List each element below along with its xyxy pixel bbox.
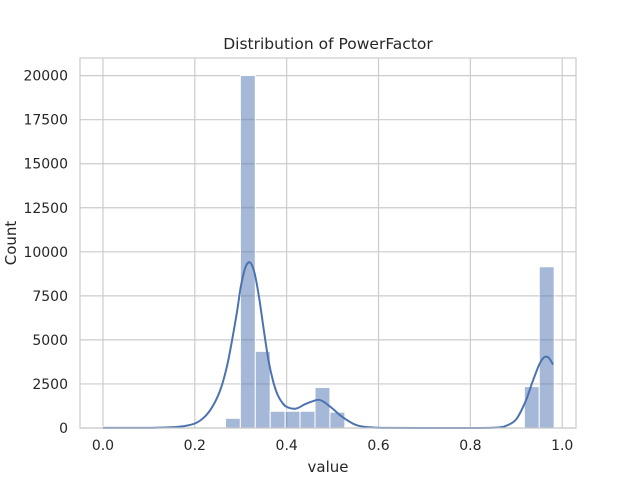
x-tick-label: 0.6 <box>367 438 389 454</box>
grid-lines <box>80 58 576 429</box>
y-tick-label: 5000 <box>32 333 68 349</box>
y-tick-label: 10000 <box>23 245 68 261</box>
histogram-bar <box>269 410 286 429</box>
histogram-bars <box>102 75 555 429</box>
y-tick-label: 17500 <box>23 113 68 129</box>
y-tick-label: 20000 <box>23 69 68 85</box>
kde-curve-layer <box>102 261 554 429</box>
plot-border <box>79 57 577 429</box>
histogram-bar <box>239 75 256 429</box>
x-tick-label: 0.0 <box>92 438 114 454</box>
y-tick-label: 15000 <box>23 157 68 173</box>
y-axis-label: Count <box>2 221 20 266</box>
x-tick-label: 0.8 <box>459 438 481 454</box>
plot-frame <box>79 57 577 429</box>
x-tick-labels: 0.0 0.2 0.4 0.6 0.8 1.0 <box>92 438 574 454</box>
x-axis-label: value <box>308 458 349 476</box>
y-tick-label: 12500 <box>23 201 68 217</box>
histogram-bar <box>538 266 555 429</box>
histogram-bar <box>314 386 331 429</box>
y-tick-labels: 0 2500 5000 7500 10000 12500 15000 17500 20000 <box>23 69 68 437</box>
histogram-bar <box>284 410 301 429</box>
y-tick-label: 2500 <box>32 377 68 393</box>
x-tick-label: 0.4 <box>276 438 298 454</box>
x-tick-label: 0.2 <box>184 438 206 454</box>
kde-curve <box>102 261 554 429</box>
histogram-bar <box>523 386 540 429</box>
chart-title: Distribution of PowerFactor <box>223 35 433 53</box>
histogram-bar <box>224 417 241 429</box>
histogram-bar <box>299 410 316 429</box>
y-tick-label: 7500 <box>32 289 68 305</box>
x-tick-label: 1.0 <box>551 438 573 454</box>
histogram-bar <box>329 411 346 429</box>
y-tick-label: 0 <box>59 421 68 437</box>
